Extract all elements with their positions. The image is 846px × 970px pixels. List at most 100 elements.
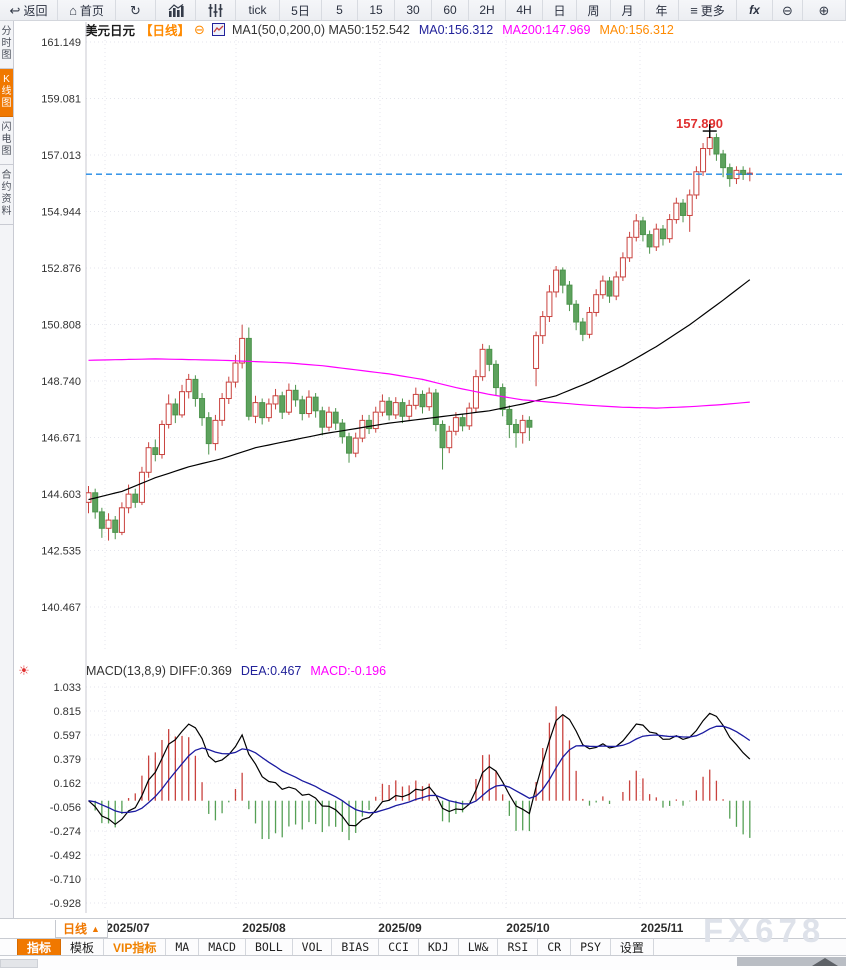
candle xyxy=(392,397,399,420)
sidebar-tab-contract-info[interactable]: 合 约 资 料 xyxy=(0,165,13,225)
svg-text:-0.710: -0.710 xyxy=(50,874,81,886)
indicator-tab-bias[interactable]: BIAS xyxy=(332,939,380,955)
candle xyxy=(446,425,453,454)
toolbar-item-period-month[interactable]: 月 xyxy=(611,0,645,20)
toolbar-item-zoom-out[interactable]: ⊖ xyxy=(773,0,803,20)
candle xyxy=(192,375,199,407)
indicator-tab-lw[interactable]: LW& xyxy=(459,939,499,955)
toolbar-item-candle-style[interactable] xyxy=(196,0,236,20)
candle xyxy=(165,394,172,429)
candle xyxy=(499,383,506,417)
sidebar-tab-lightning[interactable]: 闪 电 图 xyxy=(0,117,13,165)
candle xyxy=(626,231,633,262)
candle xyxy=(138,466,145,506)
indicator-tab-vol[interactable]: VOL xyxy=(293,939,333,955)
toolbar-item-more[interactable]: ≡ 更多 xyxy=(679,0,737,20)
candle xyxy=(452,412,459,436)
macd-histogram xyxy=(94,706,751,841)
toolbar-label-fx: fx xyxy=(749,3,760,17)
toolbar-item-period-5d[interactable]: 5日 xyxy=(280,0,322,20)
toolbar-item-fx[interactable]: fx xyxy=(737,0,773,20)
toolbar-item-period-year[interactable]: 年 xyxy=(645,0,679,20)
toolbar-item-period-30[interactable]: 30 xyxy=(395,0,432,20)
indicator-tab-psy[interactable]: PSY xyxy=(571,939,611,955)
macd-values: MACD(13,8,9) DIFF:0.369 DEA:0.467 MACD:-0.… xyxy=(86,664,386,678)
indicator-tab-ma[interactable]: MA xyxy=(166,939,200,955)
x-axis-label: 2025/09 xyxy=(378,921,422,935)
candle xyxy=(299,395,306,421)
candle xyxy=(152,439,159,462)
scrollbar-grip-icon[interactable] xyxy=(812,958,838,966)
toolbar-item-bar-chart[interactable] xyxy=(156,0,196,20)
indicator-tab-shezhi[interactable]: 设置 xyxy=(611,939,654,955)
toolbar-item-period-15[interactable]: 15 xyxy=(358,0,395,20)
scrollbar-thumb[interactable] xyxy=(737,957,846,966)
toolbar-item-period-60[interactable]: 60 xyxy=(432,0,469,20)
macd-diff-line xyxy=(88,712,751,827)
indicator-tab-kdj[interactable]: KDJ xyxy=(419,939,459,955)
macd-value-2: MACD:-0.196 xyxy=(310,663,387,678)
x-axis-row: 日线 ▲ 2025/07 2025/08 2025/09 2025/10 2025/11 xyxy=(0,918,846,938)
toolbar-label-period-5: 5 xyxy=(336,3,343,17)
toolbar-label-period-month: 月 xyxy=(621,3,634,18)
candle xyxy=(86,485,92,514)
toolbar-item-home[interactable]: ⌂ 首页 xyxy=(58,0,116,20)
candle xyxy=(412,387,419,410)
macd-settings-icon[interactable]: ☀ xyxy=(18,663,30,678)
candle xyxy=(492,360,499,396)
toolbar-item-refresh[interactable]: ↻ xyxy=(116,0,156,20)
candle xyxy=(573,300,580,331)
macd-value-0: MACD(13,8,9) DIFF:0.369 xyxy=(86,663,232,678)
indicator-tab-cci[interactable]: CCI xyxy=(379,939,419,955)
x-axis-label: 2025/07 xyxy=(106,921,150,935)
toolbar-item-period-week[interactable]: 周 xyxy=(577,0,611,20)
candle xyxy=(700,143,707,176)
candle xyxy=(513,419,520,448)
indicator-tab-cr[interactable]: CR xyxy=(538,939,572,955)
indicator-tab-macd[interactable]: MACD xyxy=(199,939,246,955)
candle xyxy=(239,324,246,369)
grid-lines: 161.149 159.081 157.013 154.944 152.876 150.8… xyxy=(41,32,845,910)
candle xyxy=(212,414,219,451)
refresh-icon: ↻ xyxy=(130,2,141,18)
indicator-tab-rsi[interactable]: RSI xyxy=(498,939,539,955)
toolbar-item-period-5[interactable]: 5 xyxy=(322,0,358,20)
svg-text:0.815: 0.815 xyxy=(53,706,81,718)
ma-value-2: MA200:147.969 xyxy=(502,22,591,37)
candle xyxy=(225,376,232,404)
toolbar-label-period-15: 15 xyxy=(369,3,383,17)
toolbar-item-back[interactable]: ↩ 返回 xyxy=(0,0,58,20)
candle xyxy=(720,149,727,178)
sidebar-tab-kline[interactable]: K 线 图 xyxy=(0,69,13,117)
collapse-pane-icon[interactable]: ⊖ xyxy=(194,21,205,37)
scrollbar-corner xyxy=(0,959,38,968)
candle xyxy=(432,388,439,432)
candle xyxy=(733,166,740,185)
zoom-in-icon: ⊕ xyxy=(818,2,830,18)
svg-text:-0.056: -0.056 xyxy=(50,802,81,814)
sidebar-tab-time-share[interactable]: 分 时 图 xyxy=(0,21,13,69)
indicator-tab-boll[interactable]: BOLL xyxy=(246,939,293,955)
candle xyxy=(586,306,593,339)
candle xyxy=(673,197,680,224)
candle xyxy=(519,414,526,444)
candle xyxy=(459,413,466,432)
period-selector-button[interactable]: 日线 ▲ xyxy=(55,920,108,938)
candle xyxy=(559,267,566,294)
candle xyxy=(479,343,486,381)
indicator-tab-vip[interactable]: VIP指标 xyxy=(104,939,167,955)
toolbar-item-period-day[interactable]: 日 xyxy=(543,0,577,20)
candle xyxy=(539,311,546,344)
macd-value-1: DEA:0.467 xyxy=(240,663,302,678)
toolbar-item-period-2h[interactable]: 2H xyxy=(469,0,506,20)
symbol-name: 美元日元 xyxy=(85,24,136,38)
candle xyxy=(325,406,332,432)
candle xyxy=(265,398,272,422)
toolbar-item-period-4h[interactable]: 4H xyxy=(506,0,543,20)
candle xyxy=(245,327,252,421)
ma-value-3: MA0:156.312 xyxy=(599,22,674,37)
indicator-tab-moban[interactable]: 模板 xyxy=(61,939,105,955)
toolbar-item-tick[interactable]: tick xyxy=(236,0,280,20)
indicator-tab-zhibiao[interactable]: 指标 xyxy=(17,939,62,955)
